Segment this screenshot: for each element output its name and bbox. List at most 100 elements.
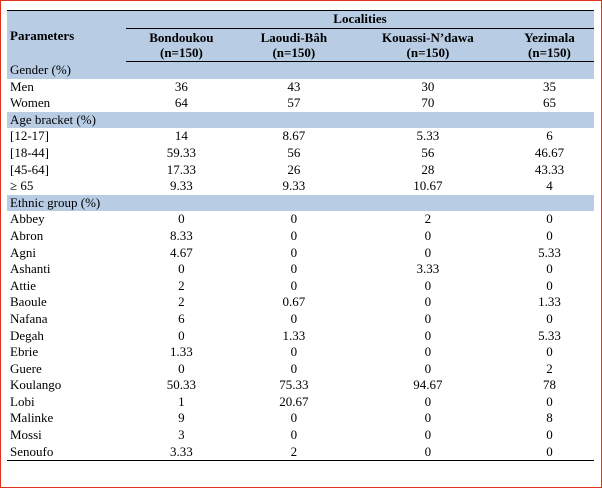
- table-body: Gender (%) Men 36 43 30 35 Women 64 57 70 65 Age br…: [7, 61, 594, 462]
- table-row: Ebrie 1.33 0 0 0: [7, 344, 594, 361]
- table-row: Agni 4.67 0 0 5.33: [7, 245, 594, 262]
- table-cell: 17.33: [166, 161, 196, 177]
- table-row: Guere 0 0 0 2: [7, 361, 594, 378]
- table-cell: 0: [424, 427, 432, 443]
- table-cell: 64: [174, 95, 188, 111]
- table-cell: 30: [421, 78, 435, 94]
- table-cell: 0: [290, 227, 298, 243]
- table-cell: 0: [546, 427, 553, 443]
- table-cell: 0: [178, 211, 185, 227]
- table-cell: 2: [546, 360, 553, 376]
- table-cell: 3.33: [416, 261, 440, 277]
- table-cell: 0: [546, 211, 553, 227]
- row-label: Guere: [10, 360, 42, 376]
- table-cell: 0: [424, 294, 432, 310]
- section-header-row: Ethnic group (%): [7, 194, 594, 212]
- localities-table: Parameters Localities Bondoukou (n=150) L…: [7, 10, 594, 462]
- table-cell: 0: [290, 310, 298, 326]
- row-label: [12-17]: [10, 128, 49, 144]
- parameters-header: Parameters: [7, 10, 126, 62]
- table-cell: 35: [542, 78, 556, 94]
- row-label: Mossi: [10, 427, 42, 443]
- table-cell: 6: [546, 128, 553, 144]
- table-cell: 26: [287, 161, 301, 177]
- table-cell: 14: [174, 128, 188, 144]
- row-label: Koulango: [10, 377, 62, 393]
- row-label: Malinke: [10, 410, 54, 426]
- table-row: [18-44] 59.33 56 56 46.67: [7, 145, 594, 162]
- table-cell: 59.33: [166, 144, 196, 160]
- table-cell: 56: [287, 144, 301, 160]
- row-label: Baoule: [10, 294, 47, 310]
- table-cell: 9.33: [170, 178, 193, 194]
- table-cell: 0: [178, 261, 185, 277]
- table-row: Koulango 50.33 75.33 94.67 78: [7, 377, 594, 394]
- row-label: [18-44]: [10, 144, 49, 160]
- table-cell: 9.33: [282, 178, 306, 194]
- column-header: Kouassi-N’dawa (n=150): [350, 28, 505, 62]
- table-cell: 0: [178, 327, 185, 343]
- table-cell: 1.33: [282, 327, 306, 343]
- table-cell: 0: [424, 244, 432, 260]
- table-cell: 9: [178, 410, 185, 426]
- table-cell: 70: [421, 95, 435, 111]
- section-header-row: Gender (%): [7, 61, 594, 79]
- row-label: Women: [10, 95, 51, 111]
- table-cell: 2: [236, 443, 351, 462]
- table-cell: 0: [424, 410, 432, 426]
- column-header: Laoudi-Bâh (n=150): [236, 28, 351, 62]
- localities-header: Localities: [126, 10, 594, 29]
- row-label: Agni: [10, 244, 36, 260]
- row-label: Lobi: [10, 393, 35, 409]
- table-cell: 8.67: [282, 128, 306, 144]
- table-cell: 0: [424, 344, 432, 360]
- table-row: Senoufo 3.33 2 0 0: [7, 443, 594, 462]
- table-cell: 0: [290, 244, 298, 260]
- table-cell: 2: [424, 211, 432, 227]
- table-cell: 0: [350, 443, 505, 462]
- table-cell: 0: [290, 261, 298, 277]
- table-row: Women 64 57 70 65: [7, 95, 594, 112]
- header-row: Parameters Localities: [7, 10, 594, 62]
- table-cell: 0: [424, 327, 432, 343]
- table-cell: 0: [290, 410, 298, 426]
- table-row: ≥ 65 9.33 9.33 10.67 4: [7, 178, 594, 195]
- table-cell: 28: [421, 161, 435, 177]
- table-cell: 0: [546, 344, 553, 360]
- column-header: Bondoukou (n=150): [126, 28, 237, 62]
- table-row: Lobi 1 20.67 0 0: [7, 394, 594, 411]
- table-cell: 5.33: [538, 244, 561, 260]
- table-row: [45-64] 17.33 26 28 43.33: [7, 162, 594, 179]
- table-cell: 3.33: [126, 443, 237, 462]
- table-row: Abron 8.33 0 0 0: [7, 228, 594, 245]
- table-cell: 0: [424, 393, 432, 409]
- table-cell: 2: [178, 277, 185, 293]
- table-cell: 20.67: [279, 393, 309, 409]
- table-row: Degah 0 1.33 0 5.33: [7, 328, 594, 345]
- row-label: Ebrie: [10, 344, 39, 360]
- section-title: Ethnic group (%): [7, 194, 594, 212]
- table-cell: 56: [421, 144, 435, 160]
- table-row: Mossi 3 0 0 0: [7, 427, 594, 444]
- table-cell: 5.33: [416, 128, 440, 144]
- table-cell: 0: [290, 344, 298, 360]
- row-label: Men: [10, 78, 34, 94]
- table-cell: 94.67: [413, 377, 443, 393]
- table-row: Abbey 0 0 2 0: [7, 211, 594, 228]
- table-cell: 0: [424, 227, 432, 243]
- table-cell: 0: [424, 360, 432, 376]
- table-cell: 0: [424, 277, 432, 293]
- table-cell: 0: [290, 277, 298, 293]
- table-cell: 5.33: [538, 327, 561, 343]
- table-cell: 0: [290, 427, 298, 443]
- table-cell: 36: [174, 78, 188, 94]
- table-cell: 1: [178, 393, 185, 409]
- table-cell: 1.33: [538, 294, 561, 310]
- row-label: Attie: [10, 277, 36, 293]
- table-cell: 0: [546, 393, 553, 409]
- section-title: Age bracket (%): [7, 111, 594, 129]
- table-row: Ashanti 0 0 3.33 0: [7, 261, 594, 278]
- table-cell: 50.33: [166, 377, 196, 393]
- table-cell: 0: [546, 227, 553, 243]
- table-cell: 0: [546, 261, 553, 277]
